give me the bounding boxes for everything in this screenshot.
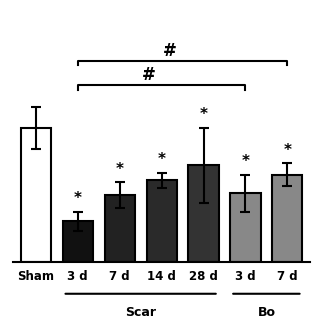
Bar bbox=[147, 180, 177, 262]
Text: *: * bbox=[157, 152, 166, 167]
Bar bbox=[272, 175, 302, 262]
Text: *: * bbox=[283, 143, 291, 158]
Text: *: * bbox=[116, 162, 124, 177]
Text: Scar: Scar bbox=[125, 306, 156, 319]
Bar bbox=[105, 195, 135, 262]
Text: *: * bbox=[74, 191, 82, 206]
Bar bbox=[188, 165, 219, 262]
Text: #: # bbox=[142, 66, 156, 84]
Text: #: # bbox=[163, 42, 177, 60]
Bar bbox=[21, 128, 51, 262]
Text: *: * bbox=[199, 108, 207, 122]
Text: Bo: Bo bbox=[257, 306, 276, 319]
Bar bbox=[63, 221, 93, 262]
Text: *: * bbox=[241, 154, 249, 169]
Bar bbox=[230, 193, 260, 262]
